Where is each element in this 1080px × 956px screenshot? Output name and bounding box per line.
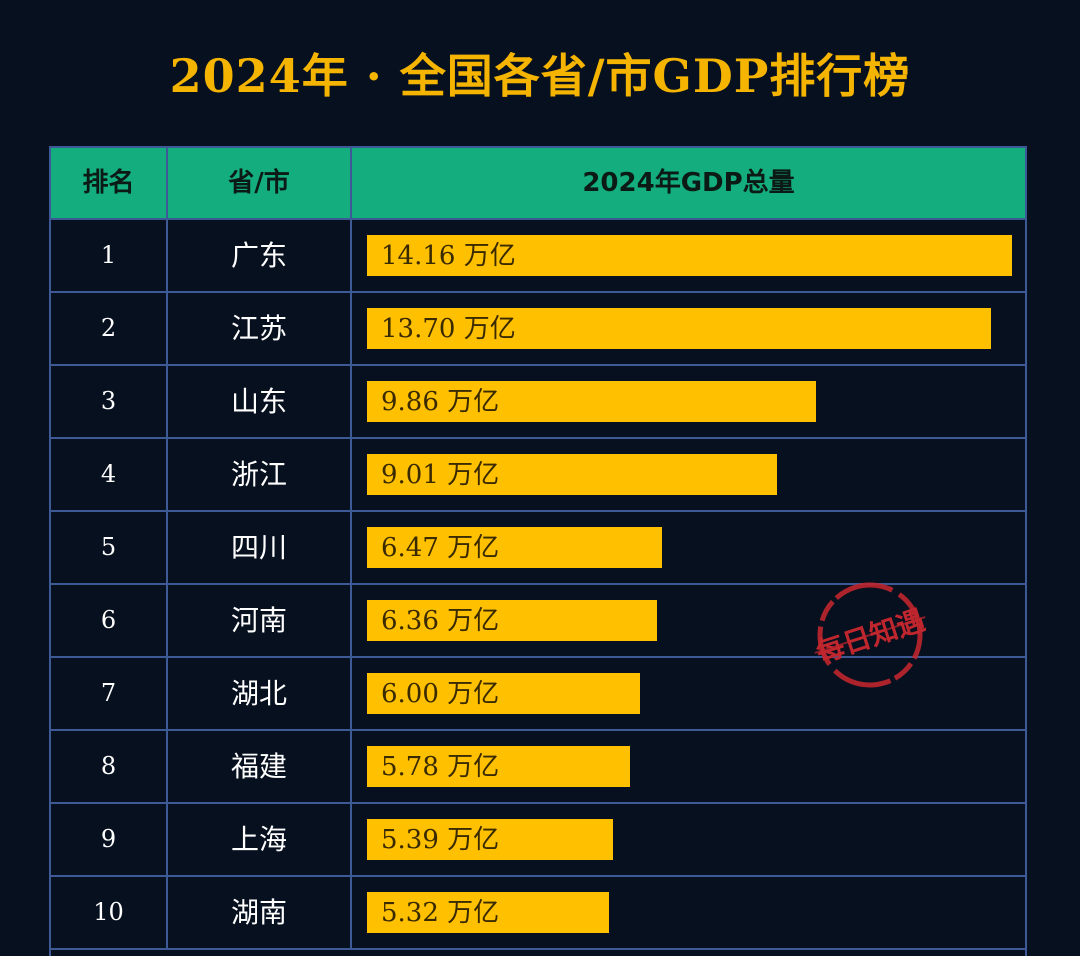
table-row: 6 河南 6.36 万亿 bbox=[51, 585, 1025, 658]
province-cell: 湖南 bbox=[168, 877, 352, 948]
province-cell: 福建 bbox=[168, 731, 352, 802]
table-row: 3 山东 9.86 万亿 bbox=[51, 366, 1025, 439]
gdp-bar bbox=[367, 235, 1012, 276]
chart-title: 2024年 · 全国各省/市GDP排行榜 bbox=[169, 49, 911, 103]
header-gdp: 2024年GDP总量 bbox=[582, 168, 795, 198]
rank-cell: 9 bbox=[51, 804, 168, 875]
gdp-value-label: 9.86 万亿 bbox=[381, 387, 500, 417]
gdp-value-label: 6.36 万亿 bbox=[381, 606, 500, 636]
table-row: 4 浙江 9.01 万亿 bbox=[51, 439, 1025, 512]
rank-cell: 7 bbox=[51, 658, 168, 729]
gdp-value-label: 13.70 万亿 bbox=[381, 314, 516, 344]
table-row: 1 广东 14.16 万亿 bbox=[51, 220, 1025, 293]
header-rank: 排名 bbox=[51, 148, 168, 218]
province-cell: 浙江 bbox=[168, 439, 352, 510]
gdp-bar bbox=[367, 454, 777, 495]
gdp-bar bbox=[367, 746, 630, 787]
rank-cell: 6 bbox=[51, 585, 168, 656]
gdp-bar bbox=[367, 600, 657, 641]
province-cell: 山东 bbox=[168, 366, 352, 437]
gdp-bar bbox=[367, 527, 662, 568]
rank-cell: 10 bbox=[51, 877, 168, 948]
gdp-value-label: 6.47 万亿 bbox=[381, 533, 500, 563]
header-province: 省/市 bbox=[168, 148, 352, 218]
table-row: 8 福建 5.78 万亿 bbox=[51, 731, 1025, 804]
gdp-bar bbox=[367, 819, 613, 860]
province-cell: 四川 bbox=[168, 512, 352, 583]
gdp-bar bbox=[367, 673, 640, 714]
rank-cell: 3 bbox=[51, 366, 168, 437]
gdp-value-label: 5.32 万亿 bbox=[381, 898, 500, 928]
table-row: 2 江苏 13.70 万亿 bbox=[51, 293, 1025, 366]
gdp-ranking-table: 排名 省/市 2024年GDP总量 1 广东 14.16 万亿 2 江苏 13.70 万亿… bbox=[49, 146, 1027, 956]
rank-cell: 4 bbox=[51, 439, 168, 510]
table-header: 排名 省/市 2024年GDP总量 bbox=[51, 148, 1025, 220]
table-row: 7 湖北 6.00 万亿 bbox=[51, 658, 1025, 731]
rank-cell: 5 bbox=[51, 512, 168, 583]
gdp-value-label: 5.39 万亿 bbox=[381, 825, 500, 855]
province-cell: 河南 bbox=[168, 585, 352, 656]
rank-cell: 1 bbox=[51, 220, 168, 291]
gdp-bar bbox=[367, 308, 991, 349]
table-row: 5 四川 6.47 万亿 bbox=[51, 512, 1025, 585]
table-row: 10 湖南 5.32 万亿 bbox=[51, 877, 1025, 950]
province-cell: 江苏 bbox=[168, 293, 352, 364]
gdp-value-label: 6.00 万亿 bbox=[381, 679, 500, 709]
province-cell: 广东 bbox=[168, 220, 352, 291]
watermark-stamp: 每日知遇 bbox=[812, 582, 929, 688]
gdp-value-label: 14.16 万亿 bbox=[381, 241, 516, 271]
rank-cell: 8 bbox=[51, 731, 168, 802]
rank-cell: 2 bbox=[51, 293, 168, 364]
province-cell: 湖北 bbox=[168, 658, 352, 729]
gdp-value-label: 9.01 万亿 bbox=[381, 460, 500, 490]
gdp-value-label: 5.78 万亿 bbox=[381, 752, 500, 782]
province-cell: 上海 bbox=[168, 804, 352, 875]
gdp-bar bbox=[367, 381, 816, 422]
gdp-bar bbox=[367, 892, 609, 933]
table-row: 9 上海 5.39 万亿 bbox=[51, 804, 1025, 877]
watermark-text: 每日知遇 bbox=[812, 603, 929, 669]
